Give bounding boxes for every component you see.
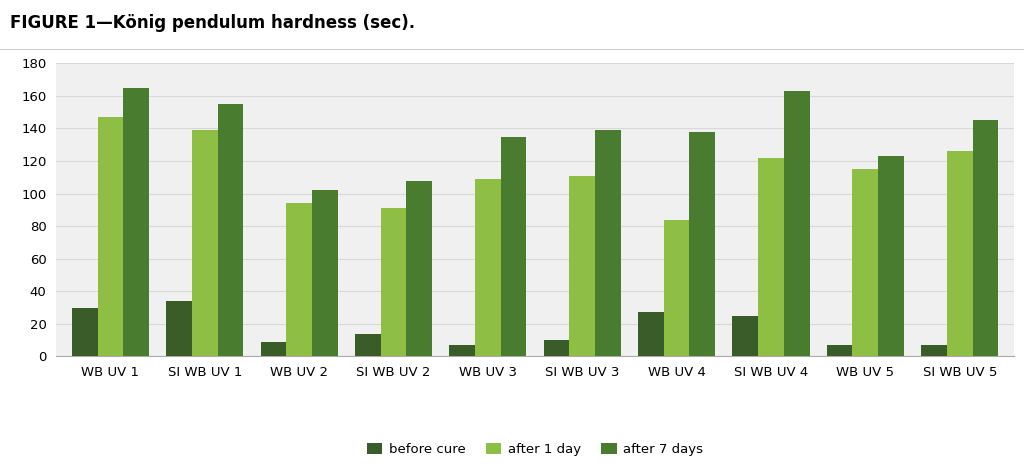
Text: FIGURE 1—König pendulum hardness (sec).: FIGURE 1—König pendulum hardness (sec). bbox=[10, 14, 416, 32]
Bar bbox=[638, 312, 664, 356]
Bar bbox=[166, 301, 191, 356]
Bar bbox=[879, 156, 904, 356]
Bar bbox=[852, 169, 879, 356]
Bar bbox=[826, 345, 852, 356]
Bar bbox=[450, 345, 475, 356]
Bar bbox=[407, 181, 432, 356]
Bar bbox=[947, 151, 973, 356]
Bar bbox=[758, 158, 783, 356]
Legend: before cure, after 1 day, after 7 days: before cure, after 1 day, after 7 days bbox=[361, 438, 709, 461]
Bar bbox=[123, 88, 148, 356]
Bar bbox=[72, 308, 97, 356]
Bar bbox=[381, 208, 407, 356]
Bar bbox=[569, 176, 595, 356]
Bar bbox=[475, 179, 501, 356]
Bar bbox=[501, 136, 526, 356]
Bar bbox=[287, 204, 312, 356]
Bar bbox=[97, 117, 123, 356]
Bar bbox=[355, 333, 381, 356]
Bar bbox=[260, 342, 287, 356]
Bar bbox=[664, 219, 689, 356]
Bar bbox=[191, 130, 218, 356]
Bar bbox=[312, 190, 338, 356]
Bar bbox=[732, 316, 758, 356]
Bar bbox=[783, 91, 810, 356]
Bar bbox=[218, 104, 244, 356]
Bar bbox=[595, 130, 621, 356]
Bar bbox=[973, 121, 998, 356]
Bar bbox=[544, 340, 569, 356]
Bar bbox=[689, 132, 715, 356]
Bar bbox=[922, 345, 947, 356]
